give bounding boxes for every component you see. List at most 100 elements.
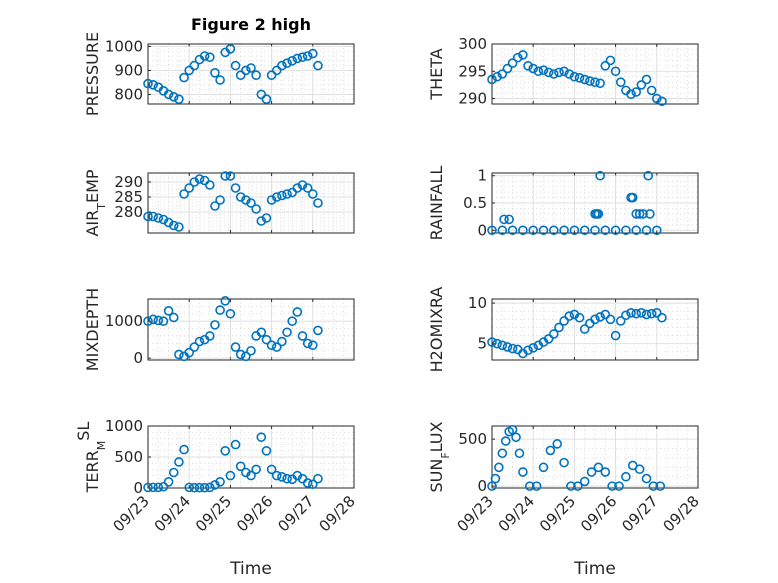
x-tick-label: 09/28 — [660, 492, 703, 535]
data-point — [512, 52, 523, 63]
data-point — [225, 308, 236, 319]
axes-border — [491, 425, 699, 489]
data-point — [514, 448, 525, 459]
data-point — [163, 89, 174, 100]
y-axis-label: PRESSURE — [83, 32, 102, 116]
data-point — [626, 89, 636, 99]
data-point — [261, 213, 272, 223]
figure-title: Figure 2 high — [191, 15, 311, 34]
data-point — [271, 192, 282, 202]
x-tick-label: 09/27 — [274, 492, 317, 535]
data-point — [313, 473, 323, 484]
axes-border — [147, 43, 355, 105]
data-point — [600, 467, 611, 477]
data-point — [631, 308, 642, 319]
data-point — [251, 464, 261, 475]
x-tick-label: 09/28 — [316, 492, 359, 535]
data-point — [210, 68, 220, 78]
data-point — [225, 43, 236, 54]
data-point — [621, 471, 631, 482]
y-tick-label: 500 — [114, 448, 143, 466]
data-point — [636, 308, 647, 318]
data-point — [302, 478, 313, 488]
data-point — [507, 343, 518, 354]
data-point — [651, 225, 662, 236]
data-point — [199, 482, 210, 493]
y-tick-label: 500 — [458, 430, 487, 448]
x-tick-label: 09/26 — [233, 492, 276, 535]
data-point — [595, 312, 605, 322]
data-point — [586, 467, 597, 477]
data-point — [507, 58, 518, 68]
y-tick-label: 800 — [114, 85, 143, 103]
data-point — [220, 171, 231, 181]
data-point — [494, 462, 504, 473]
data-point — [559, 316, 569, 326]
y-axis-label: AIRTEMP — [83, 169, 108, 236]
y-tick-label: 280 — [114, 203, 143, 221]
data-point — [600, 225, 611, 236]
y-tick-label: 1000 — [105, 37, 143, 55]
data-point — [499, 214, 509, 225]
data-point — [564, 69, 575, 79]
data-point — [634, 209, 645, 219]
x-tick-label: 09/27 — [618, 492, 661, 535]
y-tick-label: 295 — [458, 62, 487, 80]
data-point — [230, 183, 241, 193]
data-point — [574, 312, 585, 323]
data-point — [184, 347, 194, 358]
y-axis-label: SUNFLUX — [427, 421, 452, 492]
data-point — [230, 439, 241, 450]
data-point — [610, 66, 621, 77]
data-point — [645, 209, 655, 219]
data-point — [548, 329, 559, 339]
data-point — [607, 481, 617, 491]
data-point — [528, 225, 539, 236]
data-point — [504, 214, 514, 225]
data-point — [158, 214, 169, 225]
data-point — [241, 195, 251, 205]
data-point — [605, 55, 616, 66]
data-point — [189, 482, 200, 493]
y-tick-label: 0.5 — [463, 194, 487, 212]
data-point — [543, 67, 554, 78]
data-point — [215, 75, 225, 85]
data-point — [593, 209, 604, 219]
axes-border — [491, 43, 699, 105]
data-point — [627, 192, 638, 203]
y-tick-label: 290 — [114, 173, 143, 191]
y-tick-label: 290 — [458, 90, 487, 108]
data-point — [194, 336, 205, 347]
axes-border — [491, 172, 699, 234]
data-point — [614, 481, 624, 491]
data-point — [533, 66, 544, 77]
data-point — [590, 77, 600, 87]
data-point — [641, 309, 652, 320]
data-point — [194, 174, 205, 184]
data-point — [313, 60, 323, 71]
x-tick-label: 09/25 — [192, 492, 235, 535]
data-point — [143, 78, 153, 89]
x-tick-label: 09/23 — [110, 492, 153, 535]
data-point — [184, 65, 194, 76]
data-point — [189, 60, 200, 71]
data-point — [256, 327, 267, 338]
data-point — [552, 439, 563, 449]
data-point — [579, 225, 590, 236]
subplot-6: 5 10 H2OMIXRA — [427, 287, 699, 372]
data-point — [251, 70, 261, 80]
data-point — [307, 48, 318, 59]
data-point — [153, 482, 164, 493]
data-point — [545, 445, 556, 456]
y-tick-label: 0 — [133, 349, 143, 367]
data-point — [266, 70, 277, 80]
data-point — [261, 445, 272, 456]
axes-frame — [491, 425, 699, 489]
data-point — [174, 457, 184, 467]
data-point — [205, 52, 215, 63]
x-tick-label: 09/25 — [536, 492, 579, 535]
axes-frame — [147, 298, 355, 361]
